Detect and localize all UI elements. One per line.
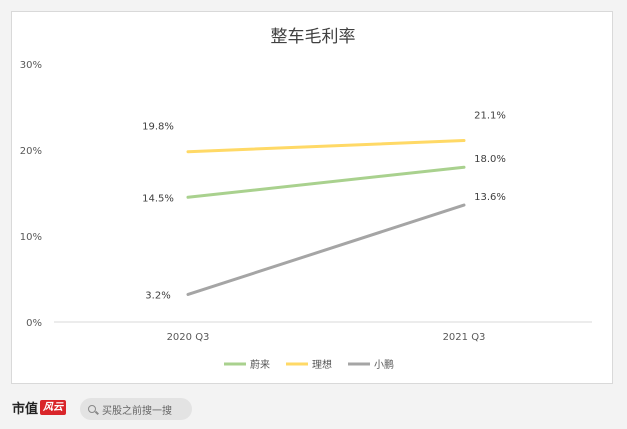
legend-label: 蔚来 — [250, 359, 270, 371]
data-label: 18.0% — [474, 154, 506, 165]
search-pill[interactable]: 买股之前搜一搜 — [80, 398, 192, 420]
data-label: 19.8% — [142, 122, 174, 133]
data-label: 13.6% — [474, 192, 506, 203]
chart-title: 整车毛利率 — [271, 27, 356, 47]
chart-frame: 整车毛利率 0% 10% 20% 30% 2020 Q3 2021 Q3 14.5% 18… — [11, 11, 613, 384]
footer-bar: 市值 风云 买股之前搜一搜 — [0, 394, 627, 429]
line-chart: 整车毛利率 0% 10% 20% 30% 2020 Q3 2021 Q3 14.5% 18… — [20, 27, 592, 371]
y-tick-label: 30% — [20, 60, 42, 71]
y-tick-label: 0% — [26, 318, 42, 329]
series-line — [186, 203, 466, 296]
y-tick-label: 20% — [20, 146, 42, 157]
brand-logo: 市值 风云 — [12, 398, 67, 417]
y-tick-label: 10% — [20, 232, 42, 243]
search-icon — [88, 405, 96, 413]
legend-label: 小鹏 — [374, 358, 394, 371]
data-label: 14.5% — [142, 193, 174, 204]
brand-name: 市值 — [12, 402, 39, 417]
series-line — [186, 165, 466, 199]
x-tick-label: 2020 Q3 — [167, 332, 210, 343]
x-tick-label: 2021 Q3 — [443, 332, 486, 343]
data-label: 3.2% — [145, 290, 170, 301]
data-label: 21.1% — [474, 111, 506, 122]
series-line — [186, 139, 466, 154]
legend-label: 理想 — [312, 358, 332, 371]
search-prompt: 买股之前搜一搜 — [102, 405, 172, 417]
brand-mark: 风云 — [40, 400, 67, 415]
